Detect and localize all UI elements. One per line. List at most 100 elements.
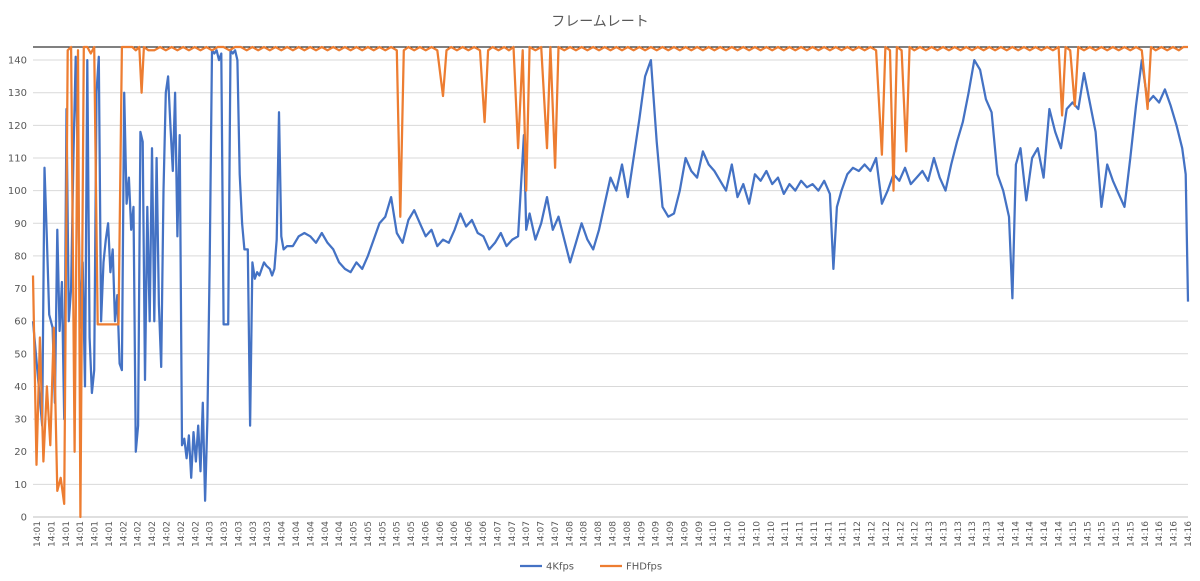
x-tick-label: 14:10 <box>738 521 748 547</box>
x-tick-label: 14:07 <box>537 521 547 547</box>
y-tick-label: 50 <box>14 349 27 360</box>
x-tick-label: 14:11 <box>810 521 820 547</box>
x-tick-label: 14:06 <box>422 521 432 547</box>
x-tick-label: 14:16 <box>1184 521 1194 547</box>
x-tick-label: 14:02 <box>177 521 187 547</box>
x-tick-label: 14:09 <box>666 521 676 547</box>
x-tick-label: 14:10 <box>724 521 734 547</box>
x-tick-label: 14:12 <box>911 521 921 547</box>
x-tick-label: 14:07 <box>493 521 503 547</box>
x-tick-label: 14:15 <box>1083 521 1093 547</box>
x-tick-label: 14:02 <box>148 521 158 547</box>
x-tick-label: 14:05 <box>364 521 374 547</box>
x-tick-label: 14:02 <box>163 521 173 547</box>
y-axis: 0 10 20 30 40 50 60 70 80 90 100 110 120 130 140 <box>8 56 27 524</box>
x-axis: 14:01 14:01 14:01 14:01 14:01 14:01 14:02 14:02… <box>33 521 1194 547</box>
x-tick-label: 14:12 <box>882 521 892 547</box>
x-tick-label: 14:07 <box>508 521 518 547</box>
x-tick-label: 14:08 <box>623 521 633 547</box>
x-tick-label: 14:12 <box>896 521 906 547</box>
x-tick-label: 14:15 <box>1098 521 1108 547</box>
x-tick-label: 14:13 <box>939 521 949 547</box>
x-tick-label: 14:06 <box>479 521 489 547</box>
series-line-fhdfps <box>31 45 1188 519</box>
y-tick-label: 130 <box>8 88 27 99</box>
x-tick-label: 14:03 <box>206 521 216 547</box>
y-tick-label: 100 <box>8 186 27 197</box>
x-tick-label: 14:01 <box>33 521 43 547</box>
x-tick-label: 14:15 <box>1127 521 1137 547</box>
x-tick-label: 14:04 <box>278 521 288 547</box>
x-tick-label: 14:02 <box>134 521 144 547</box>
x-tick-label: 14:15 <box>1112 521 1122 547</box>
x-tick-label: 14:16 <box>1155 521 1165 547</box>
x-tick-label: 14:05 <box>378 521 388 547</box>
legend: 4Kfps FHDfps <box>520 562 662 573</box>
y-tick-label: 110 <box>8 153 27 164</box>
x-tick-label: 14:06 <box>450 521 460 547</box>
y-tick-label: 60 <box>14 317 27 328</box>
x-tick-label: 14:08 <box>594 521 604 547</box>
x-tick-label: 14:08 <box>609 521 619 547</box>
y-tick-label: 120 <box>8 121 27 132</box>
x-tick-label: 14:11 <box>824 521 834 547</box>
x-tick-label: 14:04 <box>335 521 345 547</box>
x-tick-label: 14:01 <box>76 521 86 547</box>
x-tick-label: 14:11 <box>796 521 806 547</box>
x-tick-label: 14:03 <box>263 521 273 547</box>
x-tick-label: 14:10 <box>767 521 777 547</box>
x-tick-label: 14:06 <box>436 521 446 547</box>
x-tick-label: 14:05 <box>393 521 403 547</box>
y-tick-label: 90 <box>14 219 27 230</box>
x-tick-label: 14:16 <box>1170 521 1180 547</box>
x-tick-label: 14:03 <box>234 521 244 547</box>
legend-label: FHDfps <box>626 562 662 573</box>
x-tick-label: 14:08 <box>580 521 590 547</box>
x-tick-label: 14:12 <box>868 521 878 547</box>
y-tick-label: 10 <box>14 480 27 491</box>
x-tick-label: 14:10 <box>709 521 719 547</box>
x-tick-label: 14:01 <box>47 521 57 547</box>
y-tick-label: 20 <box>14 447 27 458</box>
x-tick-label: 14:03 <box>249 521 259 547</box>
x-tick-label: 14:01 <box>62 521 72 547</box>
legend-label: 4Kfps <box>546 562 574 573</box>
x-tick-label: 14:04 <box>306 521 316 547</box>
y-tick-label: 70 <box>14 284 27 295</box>
y-tick-label: 40 <box>14 382 27 393</box>
x-tick-label: 14:14 <box>1026 521 1036 547</box>
x-tick-label: 14:12 <box>853 521 863 547</box>
x-tick-label: 14:07 <box>551 521 561 547</box>
x-tick-label: 14:08 <box>565 521 575 547</box>
x-tick-label: 14:11 <box>781 521 791 547</box>
y-tick-label: 80 <box>14 251 27 262</box>
x-tick-label: 14:10 <box>752 521 762 547</box>
y-tick-label: 30 <box>14 415 27 426</box>
x-tick-label: 14:06 <box>465 521 475 547</box>
x-tick-label: 14:14 <box>1055 521 1065 547</box>
x-tick-label: 14:05 <box>350 521 360 547</box>
x-tick-label: 14:09 <box>695 521 705 547</box>
x-tick-label: 14:13 <box>954 521 964 547</box>
x-tick-label: 14:14 <box>997 521 1007 547</box>
x-tick-label: 14:09 <box>652 521 662 547</box>
y-tick-label: 140 <box>8 56 27 67</box>
x-tick-label: 14:14 <box>1011 521 1021 547</box>
x-tick-label: 14:11 <box>839 521 849 547</box>
gridlines <box>33 46 1188 518</box>
chart-title: フレームレート <box>551 14 649 30</box>
x-tick-label: 14:02 <box>119 521 129 547</box>
x-tick-label: 14:13 <box>983 521 993 547</box>
x-tick-label: 14:09 <box>637 521 647 547</box>
x-tick-label: 14:01 <box>105 521 115 547</box>
x-tick-label: 14:13 <box>925 521 935 547</box>
x-tick-label: 14:03 <box>220 521 230 547</box>
x-tick-label: 14:16 <box>1141 521 1151 547</box>
x-tick-label: 14:14 <box>1040 521 1050 547</box>
series-line-4kfps <box>31 49 1190 502</box>
x-tick-label: 14:07 <box>522 521 532 547</box>
x-tick-label: 14:15 <box>1069 521 1079 547</box>
x-tick-label: 14:13 <box>968 521 978 547</box>
x-tick-label: 14:01 <box>91 521 101 547</box>
